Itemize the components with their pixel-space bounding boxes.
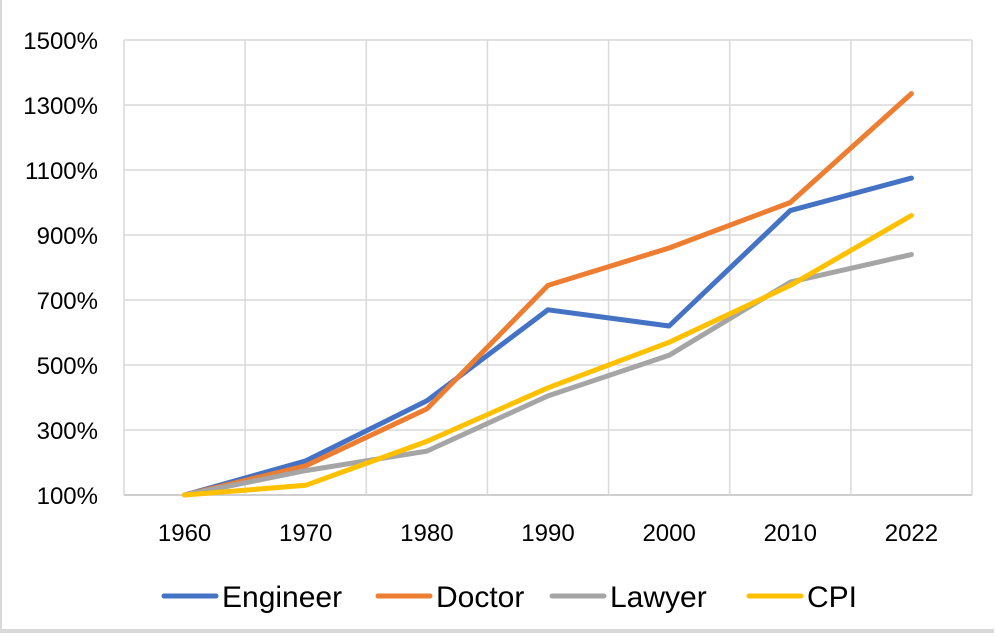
x-tick-label: 2022 [885,520,938,547]
y-axis-ticks: 100% 300% 500% 700% 900% 1100% 1300% 1500% [23,28,98,510]
legend-label-engineer: Engineer [222,581,342,614]
series-line-cpi [182,213,914,498]
y-tick-label: 500% [37,353,98,380]
series-lines [182,91,914,498]
y-tick-label: 300% [37,418,98,445]
legend-label-cpi: CPI [807,581,857,614]
legend-label-doctor: Doctor [436,581,524,614]
x-tick-label: 1980 [400,520,453,547]
x-tick-label: 2000 [642,520,695,547]
legend: Engineer Doctor Lawyer CPI [161,581,857,614]
y-tick-label: 1300% [23,93,98,120]
y-tick-label: 900% [37,223,98,250]
y-tick-label: 1500% [23,28,98,55]
series-line-doctor [182,91,914,498]
x-tick-label: 1970 [279,520,332,547]
y-tick-label: 1100% [25,158,98,185]
series-line-engineer [182,175,914,498]
x-tick-label: 1990 [521,520,574,547]
y-tick-label: 700% [37,288,98,315]
legend-label-lawyer: Lawyer [610,581,707,614]
series-line-lawyer [182,252,914,498]
x-axis-ticks: 1960 1970 1980 1990 2000 2010 2022 [158,520,938,547]
x-tick-label: 2010 [764,520,817,547]
y-tick-label: 100% [37,483,98,510]
x-tick-label: 1960 [158,520,211,547]
